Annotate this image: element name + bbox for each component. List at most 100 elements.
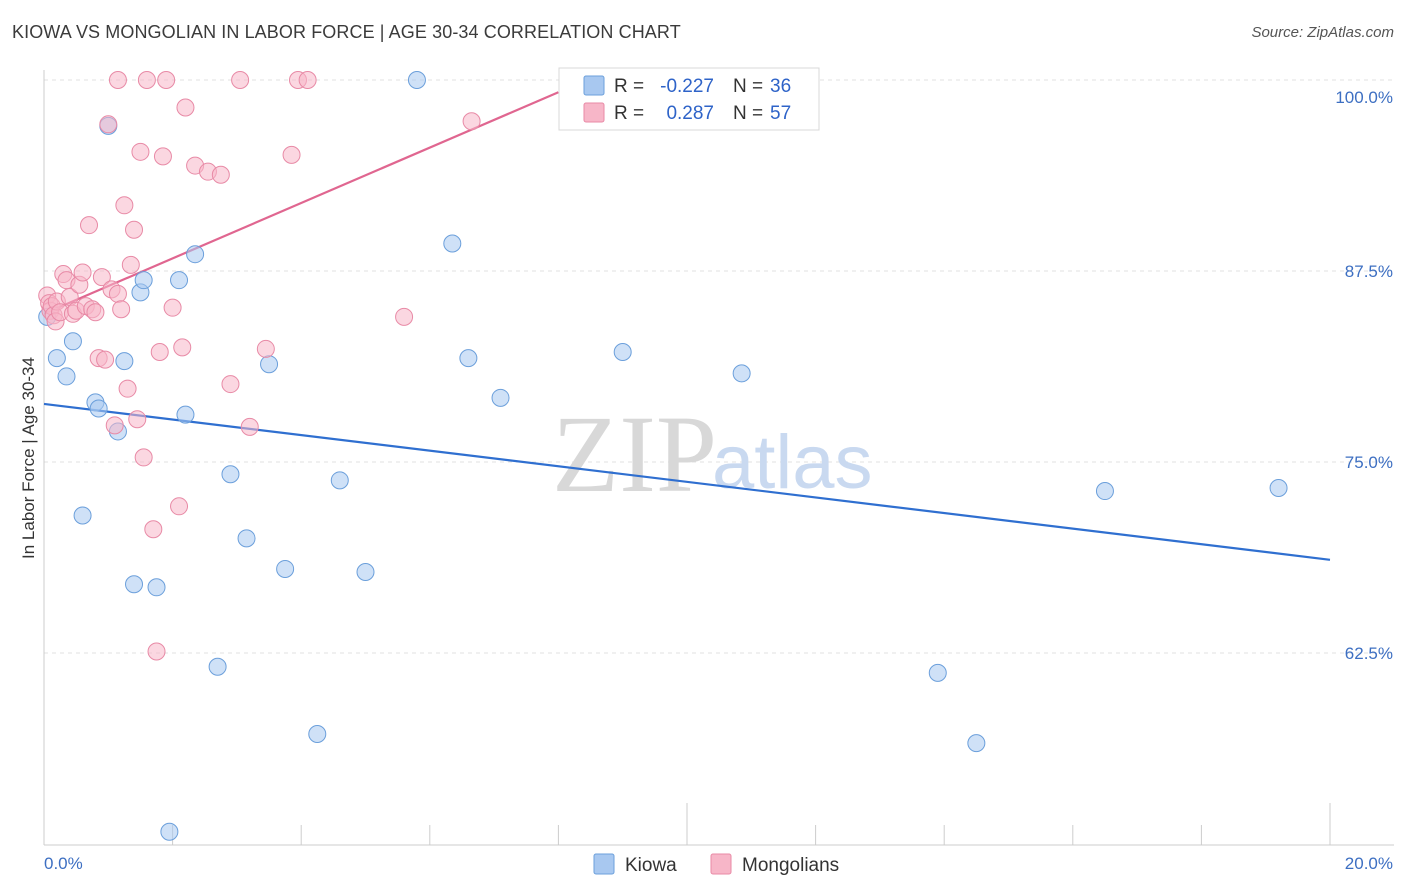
- watermark-zip: ZIP: [552, 393, 717, 515]
- mongolians-point-35: [144, 520, 163, 539]
- mongolians-point-42: [173, 338, 192, 357]
- mongolians-point-34: [137, 71, 156, 89]
- legend-r-label-mongolians: R =: [614, 103, 644, 124]
- mongolians-point-48: [231, 71, 250, 89]
- kiowa-point-12: [134, 271, 153, 290]
- kiowa-point-24: [330, 471, 349, 490]
- mongolians-point-39: [157, 71, 176, 89]
- mongolians-point-41: [170, 497, 189, 516]
- legend-swatch-mongolians: [583, 102, 605, 123]
- kiowa-point-31: [732, 364, 751, 383]
- gridlines: [44, 79, 1394, 654]
- kiowa-point-10: [125, 575, 144, 594]
- kiowa-point-2: [57, 367, 76, 386]
- bottom-legend-label-mongolians: Mongolians: [742, 855, 839, 876]
- mongolians-point-38: [153, 147, 172, 166]
- kiowa-point-35: [1269, 478, 1288, 497]
- y-axis-label: In Labor Force | Age 30-34: [19, 357, 38, 559]
- kiowa-point-16: [176, 405, 195, 424]
- kiowa-trend-line: [43, 402, 1331, 561]
- kiowa-point-17: [186, 245, 205, 264]
- mongolians-point-51: [282, 145, 301, 164]
- data-points: [38, 71, 1288, 841]
- kiowa-point-19: [221, 465, 240, 484]
- kiowa-point-30: [613, 342, 632, 361]
- bottom-legend-swatch-kiowa: [593, 853, 615, 875]
- kiowa-point-6: [89, 399, 108, 418]
- bottom-legend-swatch-mongolians: [710, 853, 732, 875]
- legend-swatch-kiowa: [583, 75, 605, 96]
- mongolians-point-55: [462, 112, 481, 131]
- mongolians-point-37: [150, 342, 169, 361]
- mongolians-point-56: [108, 71, 127, 89]
- mongolians-point-20: [92, 268, 111, 287]
- mongolians-point-36: [147, 642, 166, 661]
- kiowa-point-3: [63, 332, 82, 351]
- legend-r-value-kiowa: -0.227: [660, 76, 714, 97]
- mongolians-point-49: [240, 417, 259, 436]
- watermark-atlas: atlas: [712, 420, 873, 505]
- mongolians-point-32: [131, 142, 150, 161]
- kiowa-point-34: [1095, 482, 1114, 501]
- kiowa-point-33: [967, 734, 986, 753]
- kiowa-point-28: [459, 349, 478, 368]
- kiowa-point-15: [170, 271, 189, 290]
- kiowa-point-21: [260, 355, 279, 374]
- y-tick-label-2: 87.5%: [1345, 262, 1393, 281]
- kiowa-point-27: [443, 234, 462, 253]
- mongolians-point-18: [86, 303, 105, 322]
- legend-n-value-mongolians: 57: [770, 103, 791, 124]
- kiowa-point-18: [208, 657, 227, 676]
- mongolians-point-21: [96, 350, 115, 369]
- mongolians-point-30: [125, 220, 144, 239]
- x-tick-label-max: 20.0%: [1345, 854, 1393, 873]
- mongolians-point-33: [134, 448, 153, 467]
- legend-n-value-kiowa: 36: [770, 76, 791, 97]
- kiowa-point-13: [147, 578, 166, 597]
- mongolians-point-47: [221, 375, 240, 394]
- y-tick-label-0: 62.5%: [1345, 644, 1393, 663]
- mongolians-point-27: [115, 196, 134, 215]
- legend-n-label-kiowa: N =: [733, 76, 763, 97]
- kiowa-point-4: [73, 506, 92, 525]
- bottom-legend: Kiowa Mongolians: [593, 853, 839, 876]
- mongolians-point-54: [395, 307, 414, 326]
- kiowa-point-20: [237, 529, 256, 548]
- axes: [43, 70, 1394, 846]
- kiowa-point-25: [356, 563, 375, 582]
- mongolians-point-40: [163, 298, 182, 317]
- y-tick-label-3: 100.0%: [1335, 88, 1393, 107]
- legend-box: R = -0.227 N = 36 R = 0.287 N = 57: [558, 67, 820, 131]
- legend-r-label-kiowa: R =: [614, 76, 644, 97]
- bottom-legend-label-kiowa: Kiowa: [625, 855, 677, 876]
- mongolians-point-46: [211, 165, 230, 184]
- mongolians-point-26: [112, 300, 131, 319]
- kiowa-point-9: [115, 352, 134, 371]
- mongolians-point-53: [298, 71, 317, 89]
- kiowa-point-23: [308, 724, 327, 743]
- kiowa-point-32: [928, 663, 947, 682]
- mongolians-point-24: [105, 416, 124, 435]
- legend-r-value-mongolians: 0.287: [666, 103, 714, 124]
- kiowa-point-1: [47, 349, 66, 368]
- x-tick-labels: 0.0% 20.0%: [44, 854, 1393, 873]
- watermark: ZIP atlas: [552, 393, 873, 515]
- chart-source: Source: ZipAtlas.com: [1251, 24, 1394, 41]
- mongolians-point-43: [176, 98, 195, 117]
- mongolians-point-28: [118, 379, 137, 398]
- mongolians-point-50: [256, 339, 275, 358]
- mongolians-point-25: [108, 284, 127, 303]
- kiowa-point-26: [407, 71, 426, 89]
- mongolians-point-31: [128, 410, 147, 429]
- kiowa-point-29: [491, 388, 510, 407]
- x-tick-label-min: 0.0%: [44, 854, 83, 873]
- mongolians-point-16: [80, 216, 99, 235]
- kiowa-point-22: [276, 559, 295, 578]
- y-tick-label-1: 75.0%: [1345, 453, 1393, 472]
- mongolians-point-29: [121, 255, 140, 274]
- mongolians-point-22: [99, 115, 118, 134]
- y-tick-labels: 62.5% 75.0% 87.5% 100.0%: [1335, 88, 1393, 663]
- chart-title: KIOWA VS MONGOLIAN IN LABOR FORCE | AGE …: [12, 22, 681, 42]
- kiowa-point-14: [160, 822, 179, 841]
